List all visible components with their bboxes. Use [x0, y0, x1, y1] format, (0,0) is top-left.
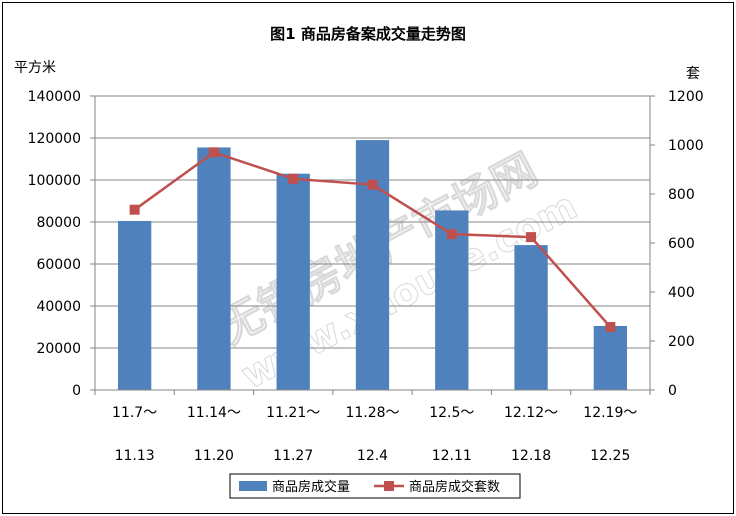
line-point-marker	[526, 232, 537, 243]
legend: 商品房成交量 商品房成交套数	[229, 473, 521, 499]
legend-swatch-marker	[384, 481, 394, 491]
legend-swatch-bar	[239, 481, 267, 491]
right-tick-label: 600	[668, 236, 695, 252]
axis-labels: 0 20000 40000 60000 80000 100000 120000 140000 0…	[28, 89, 704, 464]
chart-title: 图1 商品房备案成交量走势图	[270, 25, 466, 43]
x-tick-label-line2: 12.25	[590, 448, 630, 464]
left-tick-label: 0	[72, 383, 81, 399]
bar	[355, 140, 390, 390]
x-tick-label-line1: 11.7～	[112, 405, 157, 421]
x-tick-label-line1: 11.28～	[345, 405, 399, 421]
x-tick-label-line2: 12.4	[357, 448, 388, 464]
x-tick-label-line1: 11.21～	[266, 405, 320, 421]
right-tick-label: 400	[668, 285, 695, 301]
x-tick-label-line1: 11.14～	[187, 405, 241, 421]
legend-label-bar: 商品房成交量	[272, 479, 350, 495]
x-tick-label-line2: 12.18	[511, 448, 551, 464]
x-tick-label-line1: 12.12～	[504, 405, 558, 421]
right-tick-label: 1000	[668, 138, 704, 154]
right-axis-unit: 套	[686, 66, 700, 82]
x-tick-label-line1: 12.19～	[583, 405, 637, 421]
right-tick-label: 0	[668, 383, 677, 399]
line-series	[129, 147, 616, 333]
legend-label-line: 商品房成交套数	[409, 479, 500, 495]
left-tick-label: 20000	[36, 341, 81, 357]
left-tick-label: 40000	[36, 299, 81, 315]
bar	[276, 173, 310, 390]
x-tick-label-line2: 11.20	[194, 448, 234, 464]
left-tick-label: 80000	[36, 215, 81, 231]
left-tick-label: 100000	[28, 173, 81, 189]
line-point-marker	[605, 322, 616, 333]
left-tick-label: 120000	[28, 131, 81, 147]
line-point-marker	[367, 179, 378, 190]
x-tick-label-line2: 12.11	[432, 448, 472, 464]
x-tick-label-line2: 11.13	[115, 448, 155, 464]
left-tick-label: 60000	[36, 257, 81, 273]
bar-series	[117, 140, 628, 390]
left-axis-unit: 平方米	[14, 60, 56, 76]
x-tick-label-line2: 11.27	[273, 448, 313, 464]
line-point-marker	[288, 173, 299, 184]
line-point-marker	[446, 229, 457, 240]
line-point-marker	[208, 147, 219, 158]
bar	[514, 245, 548, 390]
axes	[90, 95, 655, 395]
bar	[435, 210, 469, 390]
bar	[593, 325, 628, 390]
left-tick-label: 140000	[28, 89, 81, 105]
line-point-marker	[129, 204, 140, 215]
bar	[117, 220, 152, 390]
right-tick-label: 1200	[668, 89, 704, 105]
right-tick-label: 800	[668, 187, 695, 203]
right-tick-label: 200	[668, 334, 695, 350]
x-tick-label-line1: 12.5～	[429, 405, 474, 421]
bar	[197, 147, 231, 390]
